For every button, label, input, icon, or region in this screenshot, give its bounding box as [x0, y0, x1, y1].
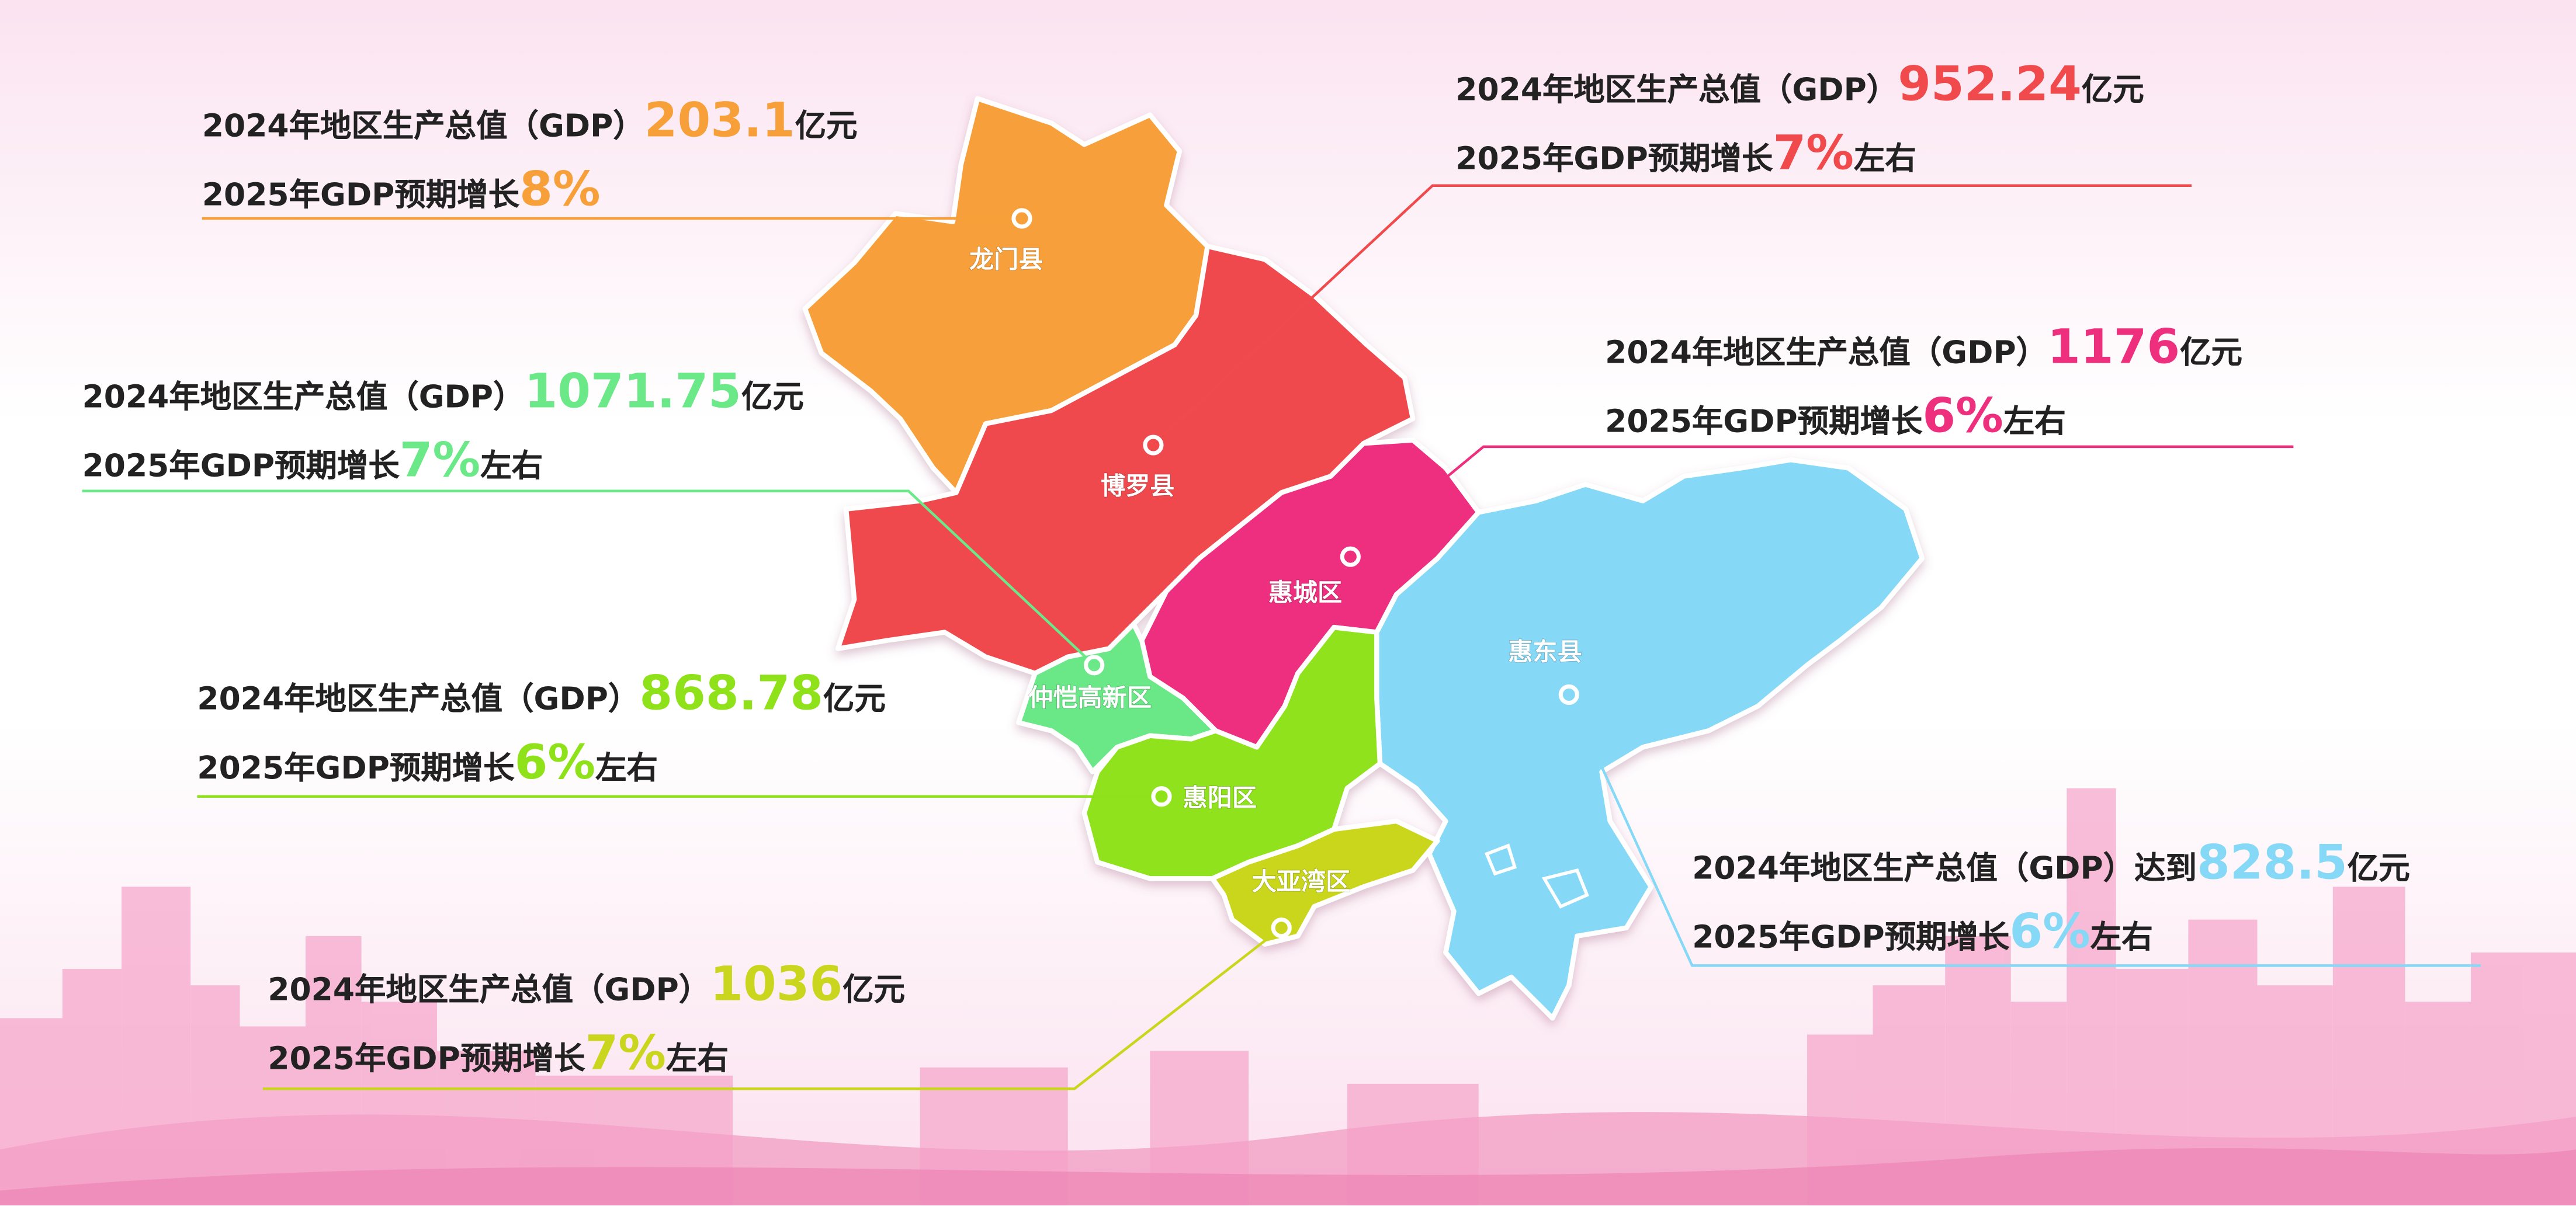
- gdp-value-zhongkai: 1071.75: [524, 363, 741, 419]
- growth-value-zhongkai: 7%: [399, 432, 481, 488]
- region-huiyang[interactable]: [1081, 624, 1383, 881]
- growth-value-longmen: 8%: [519, 161, 601, 217]
- gdp-value-huidong: 828.5: [2196, 834, 2348, 891]
- dot-huidong: [1558, 684, 1579, 705]
- annotation-huidong: 2024年地区生产总值（GDP）达到828.5亿元 2025年GDP预期增长6%…: [1692, 834, 2410, 960]
- annotation-huiyang: 2024年地区生产总值（GDP）868.78亿元 2025年GDP预期增长6%左…: [197, 665, 886, 790]
- growth-value-huiyang: 6%: [514, 734, 596, 790]
- leader-line-boluo: [1152, 184, 2192, 446]
- region-dots: [1011, 208, 1579, 939]
- gdp-value-boluo: 952.24: [1898, 55, 2082, 112]
- islands: [1485, 843, 1589, 909]
- label-huidong: 惠东县: [1508, 637, 1582, 666]
- growth-value-huidong: 6%: [2009, 903, 2090, 960]
- region-dayawan[interactable]: [1209, 818, 1440, 947]
- annotation-longmen: 2024年地区生产总值（GDP）203.1亿元 2025年GDP预期增长8%: [202, 92, 858, 217]
- annotation-zhongkai: 2024年地区生产总值（GDP）1071.75亿元 2025年GDP预期增长7%…: [82, 363, 804, 488]
- growth-value-huicheng: 6%: [1922, 387, 2003, 444]
- label-huiyang: 惠阳区: [1183, 784, 1257, 812]
- region-huidong[interactable]: [1374, 457, 1925, 1021]
- annotation-boluo: 2024年地区生产总值（GDP）952.24亿元 2025年GDP预期增长7%左…: [1455, 55, 2144, 181]
- label-huicheng: 惠城区: [1268, 578, 1342, 607]
- gdp-value-dayawan: 1036: [710, 955, 843, 1012]
- gdp-value-huicheng: 1176: [2047, 318, 2180, 375]
- label-dayawan: 大亚湾区: [1252, 867, 1351, 896]
- annotation-huicheng: 2024年地区生产总值（GDP）1176亿元 2025年GDP预期增长6%左右: [1605, 318, 2242, 444]
- label-boluo: 博罗县: [1101, 471, 1174, 500]
- leader-line-zhongkai: [82, 489, 1095, 666]
- leader-line-dayawan: [262, 926, 1282, 1090]
- dot-longmen: [1011, 208, 1032, 229]
- growth-value-dayawan: 7%: [585, 1024, 667, 1081]
- leader-line-huidong: [1568, 694, 2481, 967]
- gdp-value-huiyang: 868.78: [639, 665, 824, 721]
- dot-dayawan: [1271, 917, 1292, 939]
- leader-line-huicheng: [1349, 445, 2294, 558]
- dot-huiyang: [1151, 786, 1172, 807]
- dot-boluo: [1143, 435, 1164, 456]
- growth-value-boluo: 7%: [1773, 124, 1854, 181]
- label-longmen: 龙门县: [969, 245, 1043, 273]
- label-zhongkai: 仲恺高新区: [1028, 683, 1152, 712]
- dot-zhongkai: [1084, 655, 1105, 676]
- dot-huicheng: [1340, 546, 1361, 567]
- gdp-value-longmen: 203.1: [644, 92, 795, 148]
- annotation-dayawan: 2024年地区生产总值（GDP）1036亿元 2025年GDP预期增长7%左右: [268, 955, 906, 1081]
- leader-lines: [82, 184, 2481, 1090]
- region-labels: 龙门县 博罗县 惠城区 仲恺高新区 惠阳区 大亚湾区 惠东县: [969, 244, 1582, 896]
